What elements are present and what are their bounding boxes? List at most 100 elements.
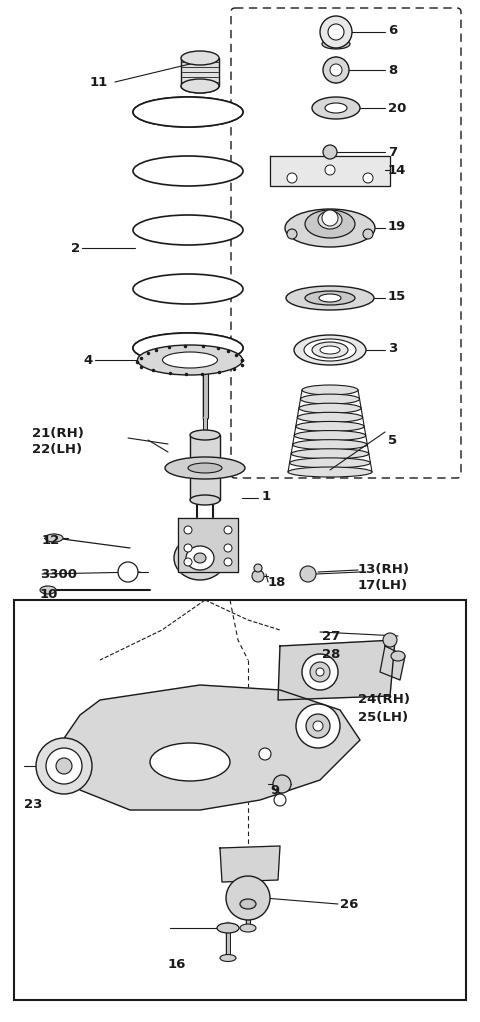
- Text: 12: 12: [42, 533, 60, 547]
- Circle shape: [252, 570, 264, 582]
- Text: 8: 8: [388, 63, 397, 77]
- Ellipse shape: [186, 546, 214, 570]
- Ellipse shape: [391, 651, 405, 661]
- Ellipse shape: [304, 339, 356, 361]
- Bar: [14, 600, 466, 1000]
- Circle shape: [302, 654, 338, 690]
- Ellipse shape: [297, 412, 363, 422]
- Ellipse shape: [320, 346, 340, 354]
- Text: 27: 27: [322, 630, 340, 643]
- Circle shape: [310, 662, 330, 682]
- Polygon shape: [220, 846, 280, 882]
- Circle shape: [320, 16, 352, 48]
- Circle shape: [306, 714, 330, 738]
- Circle shape: [184, 544, 192, 552]
- Ellipse shape: [293, 439, 367, 450]
- Ellipse shape: [240, 924, 256, 932]
- Ellipse shape: [312, 97, 360, 119]
- Circle shape: [118, 562, 138, 582]
- Ellipse shape: [285, 210, 375, 247]
- Ellipse shape: [294, 335, 366, 365]
- Ellipse shape: [137, 345, 242, 375]
- Ellipse shape: [188, 463, 222, 473]
- Circle shape: [330, 64, 342, 76]
- Text: 26: 26: [340, 897, 359, 911]
- Ellipse shape: [217, 923, 239, 933]
- Ellipse shape: [174, 536, 226, 580]
- Ellipse shape: [254, 564, 262, 572]
- Circle shape: [287, 229, 297, 239]
- Ellipse shape: [133, 274, 243, 304]
- Circle shape: [273, 775, 291, 793]
- Text: 10: 10: [40, 588, 59, 601]
- Ellipse shape: [299, 404, 361, 413]
- Ellipse shape: [40, 586, 56, 594]
- Polygon shape: [190, 435, 220, 500]
- Circle shape: [316, 668, 324, 676]
- Ellipse shape: [181, 79, 219, 93]
- Text: 24(RH): 24(RH): [358, 694, 410, 706]
- Ellipse shape: [190, 430, 220, 440]
- Circle shape: [259, 748, 271, 760]
- Circle shape: [184, 526, 192, 535]
- Text: 9: 9: [270, 784, 279, 796]
- Text: 1: 1: [262, 490, 271, 503]
- Text: 25(LH): 25(LH): [358, 711, 408, 725]
- Circle shape: [383, 633, 397, 647]
- Ellipse shape: [305, 291, 355, 305]
- Ellipse shape: [190, 495, 220, 505]
- Circle shape: [300, 566, 316, 582]
- Text: 15: 15: [388, 289, 406, 303]
- Ellipse shape: [150, 743, 230, 781]
- Ellipse shape: [325, 103, 347, 113]
- Ellipse shape: [288, 467, 372, 477]
- Ellipse shape: [312, 342, 348, 358]
- Text: 3300: 3300: [40, 567, 77, 580]
- Circle shape: [46, 748, 82, 784]
- Circle shape: [363, 173, 373, 183]
- Circle shape: [224, 558, 232, 566]
- Text: 6: 6: [388, 24, 397, 37]
- Ellipse shape: [165, 457, 245, 479]
- Text: 7: 7: [388, 145, 397, 158]
- Polygon shape: [270, 156, 390, 186]
- Ellipse shape: [319, 294, 341, 301]
- Ellipse shape: [163, 352, 217, 368]
- Text: 22(LH): 22(LH): [32, 444, 82, 457]
- Text: 19: 19: [388, 220, 406, 232]
- Polygon shape: [278, 640, 395, 700]
- Circle shape: [36, 738, 92, 794]
- Ellipse shape: [296, 421, 364, 431]
- Circle shape: [325, 165, 335, 175]
- Ellipse shape: [300, 394, 360, 404]
- Text: 11: 11: [90, 76, 108, 89]
- Polygon shape: [380, 646, 405, 680]
- Circle shape: [274, 794, 286, 806]
- Circle shape: [224, 544, 232, 552]
- Text: 16: 16: [168, 958, 186, 971]
- Text: 23: 23: [24, 797, 42, 810]
- Ellipse shape: [133, 156, 243, 186]
- Ellipse shape: [322, 39, 350, 49]
- Ellipse shape: [302, 385, 358, 394]
- Ellipse shape: [133, 97, 243, 127]
- Ellipse shape: [233, 884, 263, 900]
- Ellipse shape: [318, 211, 342, 229]
- Ellipse shape: [194, 553, 206, 563]
- Ellipse shape: [305, 210, 355, 238]
- Text: 4: 4: [84, 354, 93, 367]
- Circle shape: [363, 229, 373, 239]
- Ellipse shape: [45, 535, 63, 542]
- Circle shape: [296, 704, 340, 748]
- Text: 3: 3: [388, 341, 397, 355]
- Circle shape: [323, 57, 349, 83]
- Circle shape: [226, 876, 270, 920]
- Ellipse shape: [286, 286, 374, 310]
- Text: 14: 14: [388, 164, 407, 177]
- Ellipse shape: [294, 430, 366, 440]
- Circle shape: [313, 721, 323, 731]
- Circle shape: [287, 173, 297, 183]
- Text: 13(RH): 13(RH): [358, 563, 410, 576]
- Ellipse shape: [289, 458, 371, 468]
- Ellipse shape: [133, 333, 243, 363]
